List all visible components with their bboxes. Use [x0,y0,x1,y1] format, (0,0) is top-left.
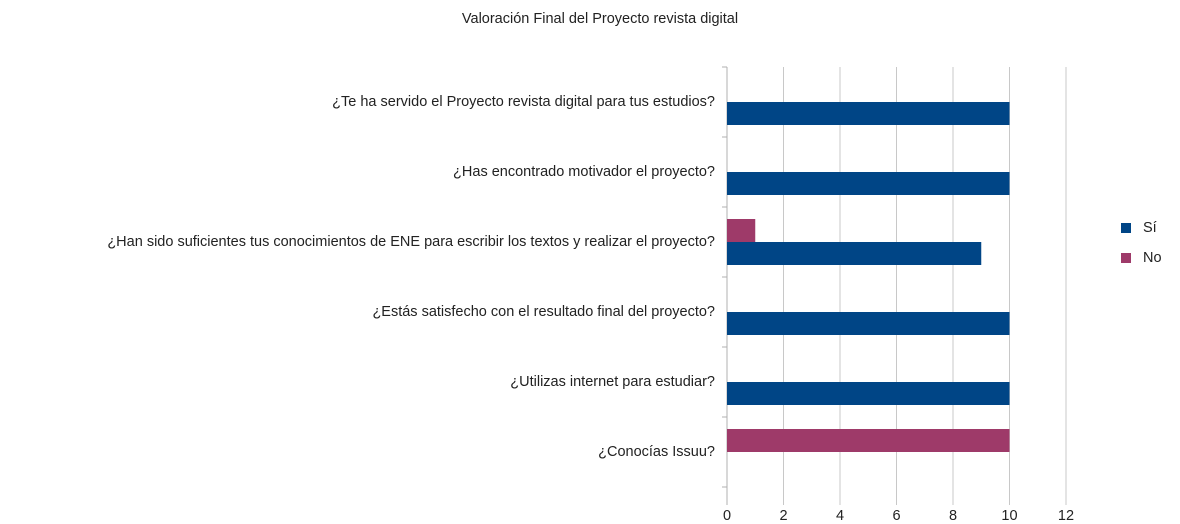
bar [727,429,1010,452]
y-tick-label: ¿Estás satisfecho con el resultado final… [372,304,715,320]
x-tick-label: 6 [892,508,900,524]
x-tick-label: 10 [1001,508,1017,524]
y-tick-label: ¿Conocías Issuu? [598,444,715,460]
legend-label: Sí [1143,220,1157,236]
x-tick-label: 0 [723,508,731,524]
chart-title: Valoración Final del Proyecto revista di… [462,11,738,27]
bar [727,312,1010,335]
x-tick-label: 8 [949,508,957,524]
y-tick-label: ¿Utilizas internet para estudiar? [510,374,715,390]
x-tick-label: 4 [836,508,844,524]
bar [727,172,1010,195]
legend-swatch [1121,253,1131,263]
y-tick-label: ¿Han sido suficientes tus conocimientos … [107,234,715,250]
bar [727,219,756,242]
x-tick-label: 12 [1058,508,1074,524]
bar [727,102,1010,125]
legend-label: No [1143,250,1162,266]
y-tick-label: ¿Te ha servido el Proyecto revista digit… [332,94,715,110]
legend-swatch [1121,223,1131,233]
y-tick-label: ¿Has encontrado motivador el proyecto? [453,164,715,180]
bar [727,242,982,265]
bar [727,382,1010,405]
x-tick-label: 2 [779,508,787,524]
